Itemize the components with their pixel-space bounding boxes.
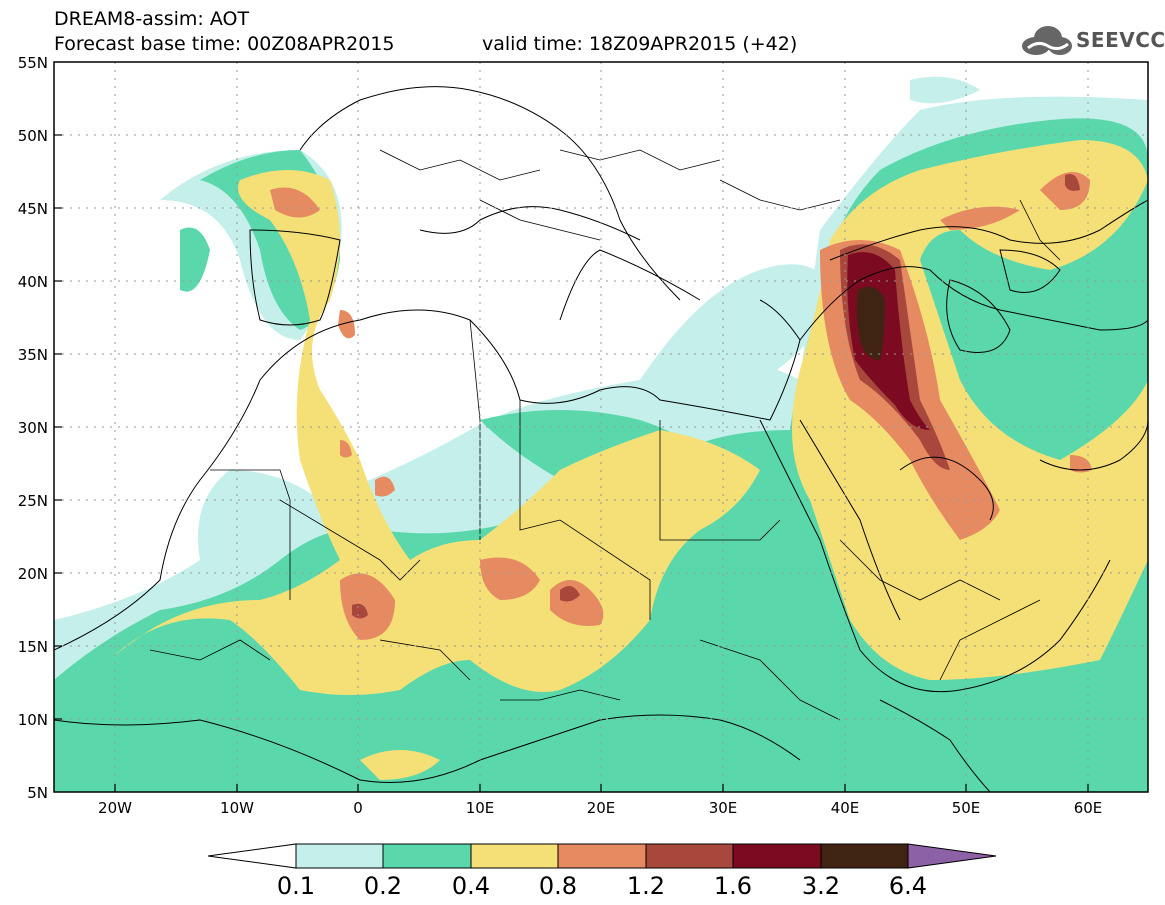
lat-label: 55N [17,54,48,72]
valid-time: valid time: 18Z09APR2015 (+42) [482,33,798,55]
lat-label: 15N [17,638,48,656]
title-line-1: DREAM8-assim: AOT [54,8,250,30]
lon-label: 20E [586,799,616,817]
colorbar-bin-5 [645,843,734,869]
colorbar-label: 0.8 [538,872,578,900]
colorbar-bin-2 [382,843,472,869]
colorbar-bin-1 [295,843,384,869]
lat-label: 50N [17,127,48,145]
colorbar-bin-8 [907,843,997,869]
lat-label: 45N [17,200,48,218]
lon-label: 50E [951,799,981,817]
axis-ticks [54,134,1089,792]
lon-label: 30E [708,799,738,817]
colorbar-label: 3.2 [801,872,841,900]
colorbar-bin-6 [732,843,822,869]
aot-field [54,62,1148,792]
lon-label: 10E [465,799,495,817]
lat-lon-grid [54,62,1148,792]
colorbar-bin-7 [820,843,909,869]
colorbar-bin-4 [557,843,647,869]
political-borders [149,149,1061,721]
colorbar [207,843,997,869]
aot-contour-3.2 [856,286,885,360]
cloud-icon [1022,26,1072,55]
colorbar-bin-0 [207,843,297,869]
coastlines [54,86,1148,792]
lon-label: 20W [98,799,132,817]
colorbar-label: 1.6 [713,872,753,900]
lat-label: 5N [27,784,48,802]
lon-label: 10W [220,799,254,817]
lat-label: 40N [17,273,48,291]
colorbar-label: 0.4 [451,872,491,900]
lat-label: 35N [17,346,48,364]
lon-label: 60E [1073,799,1103,817]
lat-label: 30N [17,419,48,437]
colorbar-label: 6.4 [888,872,928,900]
seevccc-logo: SEEVCCC [1018,22,1165,58]
lat-label: 20N [17,565,48,583]
logo-text: SEEVCCC [1076,28,1165,52]
colorbar-label: 0.1 [276,872,316,900]
colorbar-bin-3 [470,843,559,869]
title-line-2: Forecast base time: 00Z08APR2015 [54,33,395,55]
lon-label: 40E [830,799,860,817]
lat-label: 25N [17,492,48,510]
colorbar-label: 1.2 [626,872,666,900]
colorbar-label: 0.2 [363,872,403,900]
lon-label: 0 [353,799,363,817]
lat-label: 10N [17,711,48,729]
